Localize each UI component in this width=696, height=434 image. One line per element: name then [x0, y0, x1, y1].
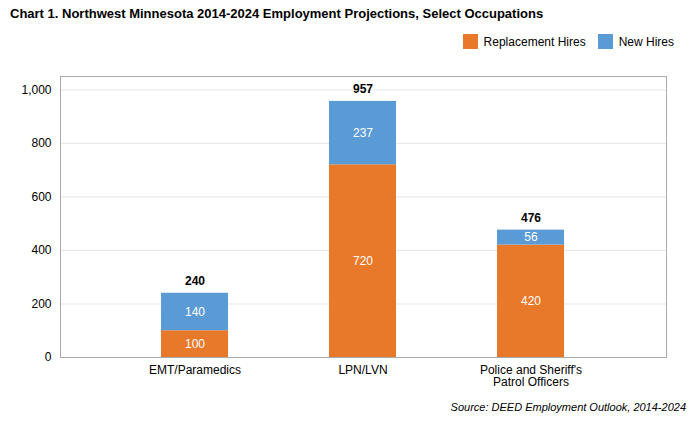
- svg-text:140: 140: [185, 305, 205, 319]
- svg-text:LPN/LVN: LPN/LVN: [338, 363, 387, 377]
- svg-text:600: 600: [31, 190, 51, 204]
- svg-text:720: 720: [353, 254, 373, 268]
- svg-text:476: 476: [521, 211, 541, 225]
- svg-text:1,000: 1,000: [21, 83, 51, 97]
- html-text:Source: DEED Employment Outloo: Source: DEED Employment Outlook, 2014-20…: [450, 401, 686, 413]
- svg-text:56: 56: [524, 230, 538, 244]
- html-text:Replacement Hires: Replacement Hires: [483, 34, 586, 49]
- svg-text:100: 100: [185, 337, 205, 351]
- svg-text:420: 420: [521, 294, 541, 308]
- svg-text:0: 0: [45, 350, 52, 364]
- svg-text:240: 240: [185, 274, 205, 288]
- svg-text:400: 400: [31, 243, 51, 257]
- html-text:Chart 1. Northwest Minnesota 2: Chart 1. Northwest Minnesota 2014-2024 E…: [10, 6, 544, 21]
- html-text:New Hires: New Hires: [618, 34, 674, 49]
- svg-text:800: 800: [31, 136, 51, 150]
- svg-text:957: 957: [353, 82, 373, 96]
- svg-text:EMT/Paramedics: EMT/Paramedics: [149, 363, 241, 377]
- svg-text:200: 200: [31, 297, 51, 311]
- svg-text:237: 237: [353, 126, 373, 140]
- svg-text:Police and Sheriff'sPatrol Off: Police and Sheriff'sPatrol Officers: [480, 363, 582, 389]
